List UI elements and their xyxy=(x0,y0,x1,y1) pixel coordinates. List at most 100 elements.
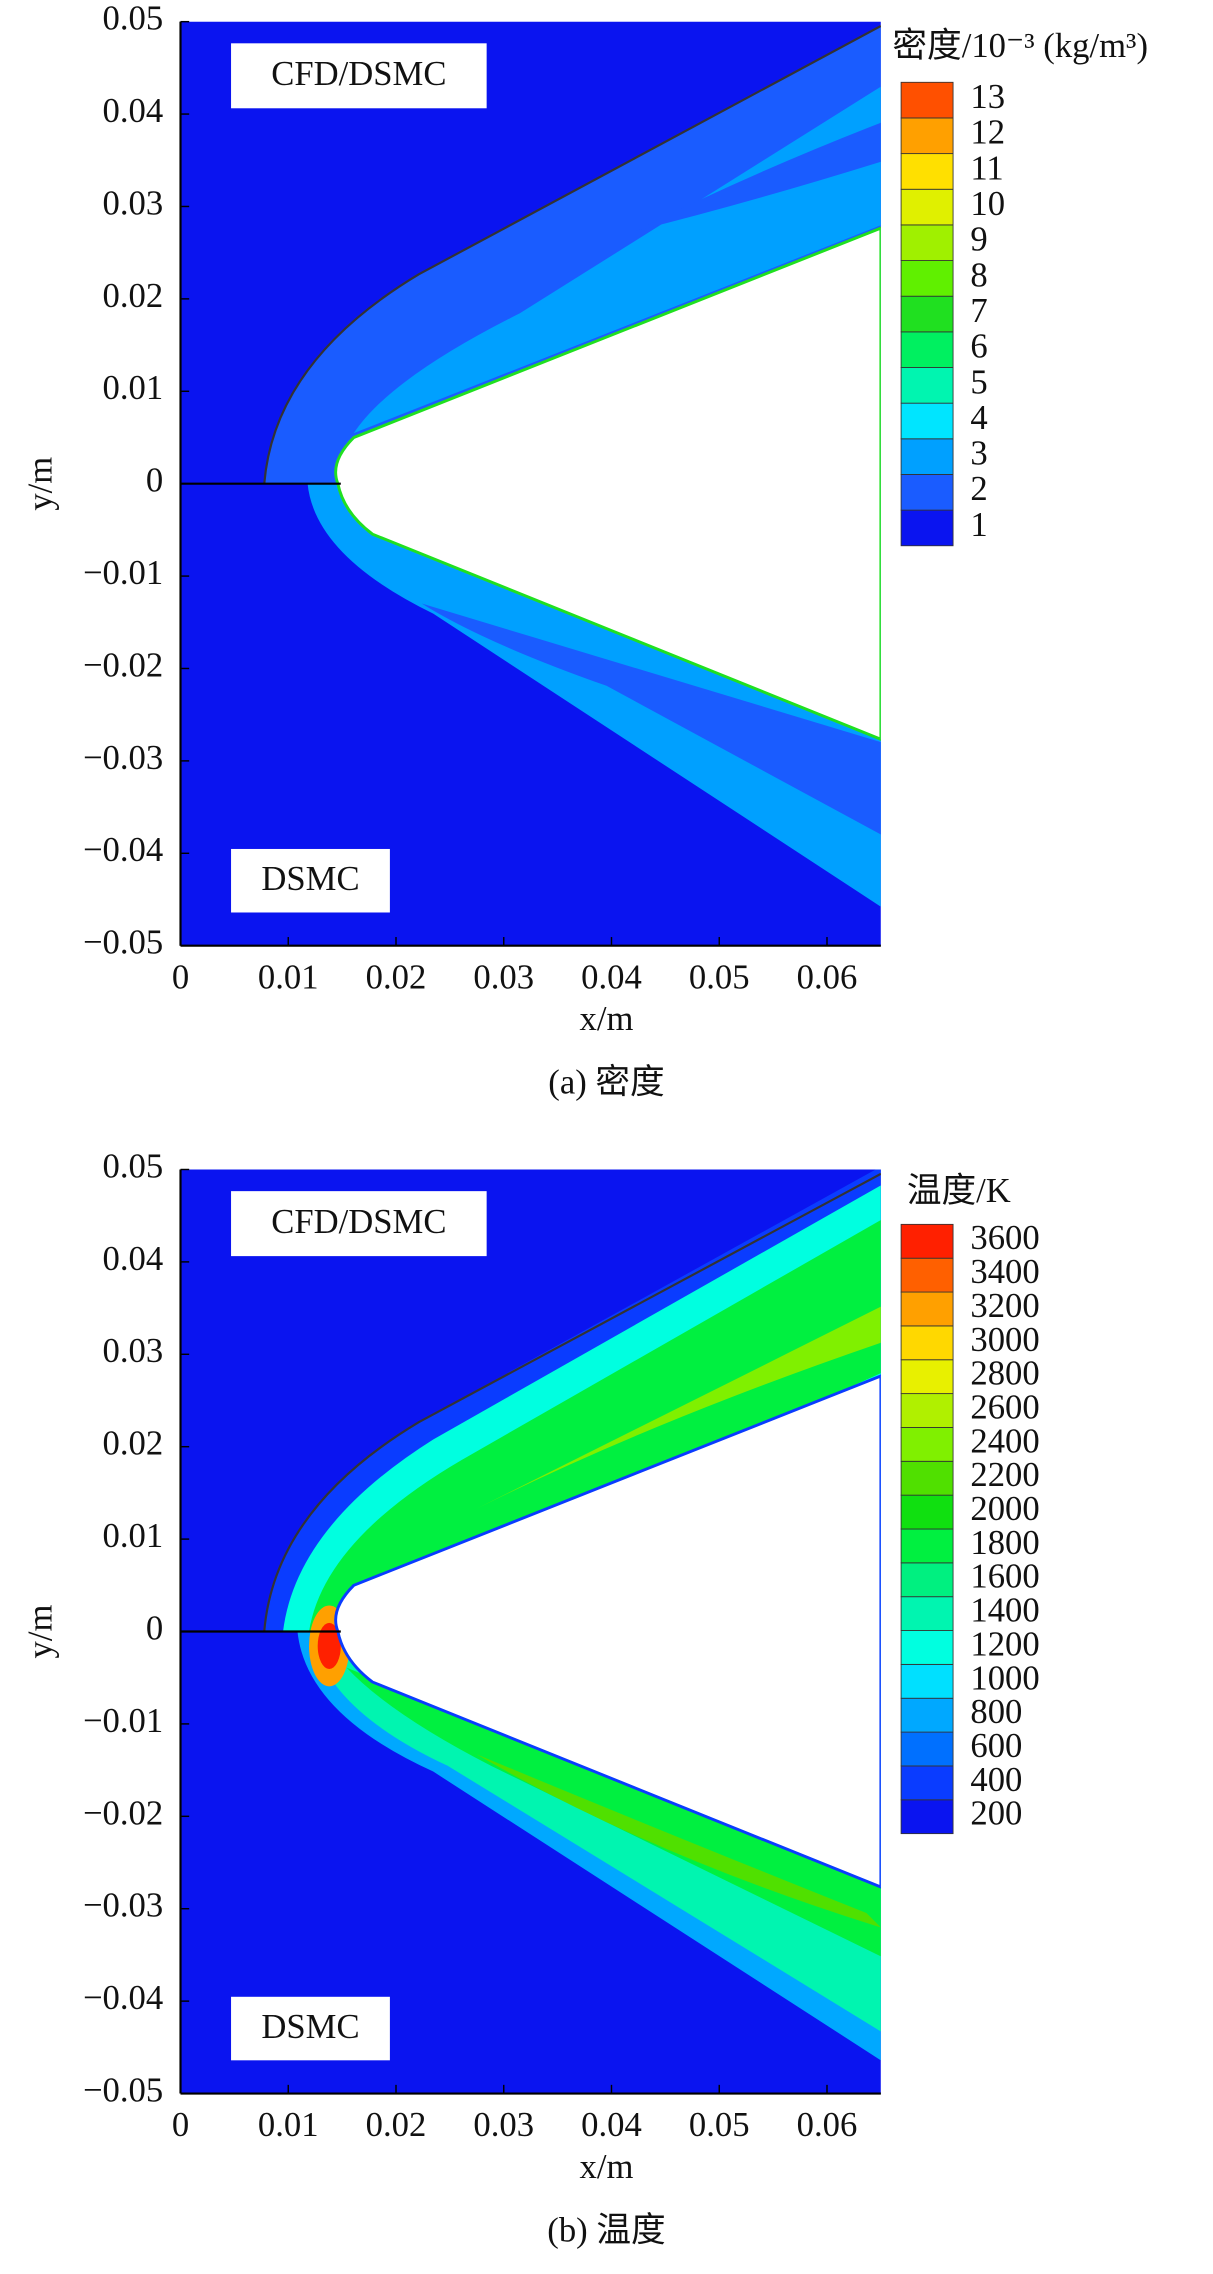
y-tick-label: 0.03 xyxy=(103,184,164,222)
x-tick-label: 0.01 xyxy=(258,2106,319,2144)
hot-region xyxy=(317,1622,341,1670)
colorbar-box xyxy=(900,1765,954,1801)
colorbar-box xyxy=(900,1223,954,1259)
colorbar-label: 3600 xyxy=(970,1219,1039,1257)
annotation: DSMC xyxy=(261,2008,359,2046)
colorbar-box xyxy=(900,1427,954,1462)
colorbar-box xyxy=(900,1393,954,1428)
colorbar-box xyxy=(900,1731,954,1767)
colorbar-box xyxy=(900,1528,954,1564)
caption: (b) 温度 xyxy=(547,2212,665,2250)
annotation-box xyxy=(231,848,390,913)
colorbar-label: 1000 xyxy=(970,1659,1039,1697)
colorbar-box xyxy=(900,188,954,226)
colorbar-label: 8 xyxy=(970,256,987,294)
contour-region xyxy=(309,1220,881,1632)
colorbar-box xyxy=(900,224,954,261)
colorbar-label: 5 xyxy=(970,363,987,401)
x-tick-label: 0.04 xyxy=(581,958,642,996)
caption: (a) 密度 xyxy=(548,1064,664,1102)
colorbar-label: 200 xyxy=(970,1795,1022,1833)
x-axis-label: x/m xyxy=(580,2148,634,2186)
y-tick-label: −0.04 xyxy=(83,831,163,869)
colorbar-label: 600 xyxy=(970,1727,1022,1765)
y-tick-label: 0 xyxy=(146,1609,163,1647)
colorbar-label: 1800 xyxy=(970,1524,1039,1562)
colorbar-label: 13 xyxy=(970,78,1005,116)
x-tick-label: 0.06 xyxy=(797,2106,858,2144)
colorbar-box xyxy=(900,1663,954,1699)
colorbar-box xyxy=(900,402,954,440)
colorbar-label: 9 xyxy=(970,221,987,259)
colorbar-label: 12 xyxy=(970,114,1005,152)
annotation-box xyxy=(231,1191,487,1257)
y-tick-label: −0.03 xyxy=(83,1887,163,1925)
annotation: CFD/DSMC xyxy=(271,1203,446,1241)
colorbar-label: 400 xyxy=(970,1761,1022,1799)
y-tick-label: 0.05 xyxy=(103,1147,164,1185)
y-tick-label: −0.04 xyxy=(83,1979,163,2017)
y-tick-label: 0 xyxy=(146,462,163,500)
colorbar-label: 3 xyxy=(970,435,987,473)
x-tick-label: 0.01 xyxy=(258,958,319,996)
colorbar-label: 2000 xyxy=(970,1490,1039,1528)
y-tick-label: 0.03 xyxy=(103,1332,164,1370)
x-tick-label: 0.03 xyxy=(473,2106,534,2144)
contour-field xyxy=(180,1169,881,2094)
y-tick-label: −0.03 xyxy=(83,739,163,777)
colorbar-box xyxy=(900,117,954,155)
colorbar-label: 800 xyxy=(970,1693,1022,1731)
colorbar-label: 1400 xyxy=(970,1592,1039,1630)
x-tick-label: 0.05 xyxy=(689,2106,750,2144)
x-tick-label: 0.06 xyxy=(797,958,858,996)
contour-region xyxy=(476,1754,881,1928)
colorbar-label: 2 xyxy=(970,470,987,508)
colorbar-box xyxy=(900,1562,954,1598)
contour-region xyxy=(353,86,881,434)
colorbar-box xyxy=(900,438,954,475)
y-tick-label: 0.02 xyxy=(103,1425,164,1463)
colorbar-label: 1200 xyxy=(970,1625,1039,1663)
y-tick-label: 0.01 xyxy=(103,369,164,407)
contour-region xyxy=(421,603,881,835)
colorbar-box xyxy=(900,1596,954,1631)
colorbar-label: 2600 xyxy=(970,1388,1039,1426)
colorbar-label: 3200 xyxy=(970,1287,1039,1325)
colorbar-box xyxy=(900,81,954,119)
colorbar-box xyxy=(900,153,954,190)
colorbar-label: 2800 xyxy=(970,1355,1039,1393)
annotation: DSMC xyxy=(261,860,359,898)
y-tick-label: 0.04 xyxy=(103,92,164,130)
colorbar-title: 温度/K xyxy=(907,1172,1011,1210)
colorbar-box xyxy=(900,1359,954,1395)
colorbar-box xyxy=(900,1799,954,1835)
x-tick-label: 0 xyxy=(172,2106,189,2144)
colorbar-box xyxy=(900,1630,954,1665)
colorbar-label: 6 xyxy=(970,328,987,366)
colorbar-box xyxy=(900,1494,954,1530)
colorbar-label: 3000 xyxy=(970,1321,1039,1359)
colorbar-box xyxy=(900,1257,954,1293)
y-tick-label: 0.02 xyxy=(103,277,164,315)
colorbar-label: 7 xyxy=(970,292,987,330)
panel: 0 0.01 0.02 0.03 0.04 0.05 0.06 −0.05 −0.04 −0.03… xyxy=(21,1147,1039,2249)
colorbar-box xyxy=(900,1460,954,1496)
colorbar-label: 11 xyxy=(970,149,1003,187)
colorbar-box xyxy=(900,260,954,297)
contour-field xyxy=(180,21,881,946)
y-tick-label: 0.04 xyxy=(103,1240,164,1278)
colorbar-box xyxy=(900,1325,954,1361)
colorbar-title: 密度/10⁻³ (kg/m³) xyxy=(892,27,1148,65)
y-tick-label: −0.01 xyxy=(83,554,163,592)
x-tick-label: 0.04 xyxy=(581,2106,642,2144)
annotation: CFD/DSMC xyxy=(271,55,446,93)
x-tick-label: 0 xyxy=(172,958,189,996)
colorbar-box xyxy=(900,295,954,333)
x-tick-label: 0.02 xyxy=(366,958,427,996)
colorbar-label: 2200 xyxy=(970,1456,1039,1494)
x-tick-label: 0.02 xyxy=(366,2106,427,2144)
colorbar-label: 1600 xyxy=(970,1558,1039,1596)
y-axis-label: y/m xyxy=(21,457,59,511)
